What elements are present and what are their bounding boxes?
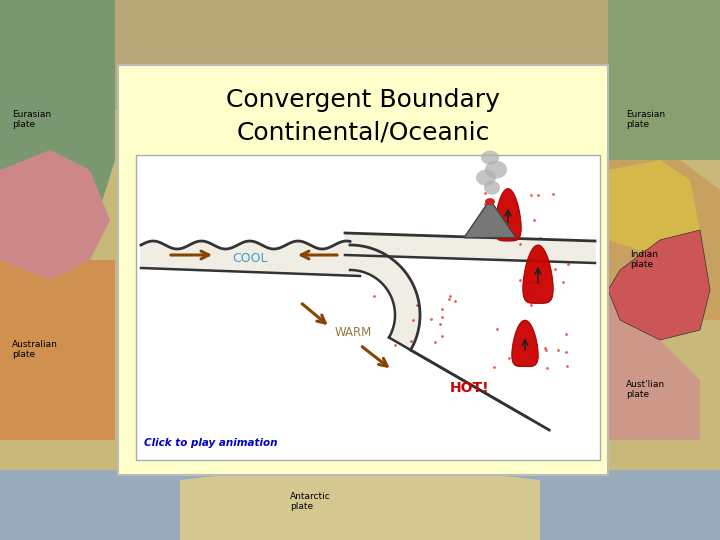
Point [526,301,537,309]
Point [557,278,568,286]
Point [541,363,552,372]
Point [528,216,540,225]
Point [561,330,572,339]
Point [436,305,448,313]
Polygon shape [345,233,595,263]
Point [434,319,446,328]
Point [503,354,515,363]
Point [405,336,417,345]
Polygon shape [0,470,720,540]
Polygon shape [0,0,720,110]
Polygon shape [608,160,720,320]
Point [531,353,543,361]
Polygon shape [389,338,549,430]
Point [552,346,564,355]
Point [503,212,514,220]
Text: Indian
plate: Indian plate [630,250,658,269]
Polygon shape [0,150,110,280]
Point [533,191,544,199]
Ellipse shape [484,181,500,194]
Text: WARM: WARM [335,326,372,339]
Polygon shape [608,160,700,260]
Point [523,277,534,286]
Point [389,340,400,349]
Text: Continental/Oceanic: Continental/Oceanic [236,120,490,144]
Ellipse shape [485,198,495,205]
Point [560,348,572,356]
Polygon shape [180,460,540,540]
Polygon shape [464,200,516,238]
Ellipse shape [485,160,507,179]
Point [540,345,552,354]
Point [539,344,550,353]
Point [425,315,436,323]
Text: Eurasian
plate: Eurasian plate [626,110,665,130]
Point [527,291,539,299]
Point [480,188,491,197]
Polygon shape [523,245,553,303]
Point [436,332,447,341]
Polygon shape [608,230,710,340]
Point [480,225,492,233]
Point [492,325,503,333]
Polygon shape [495,189,521,241]
Ellipse shape [476,170,496,186]
Point [534,233,546,242]
Point [368,292,379,300]
Point [534,278,545,287]
Point [515,275,526,284]
Text: Convergent Boundary: Convergent Boundary [226,88,500,112]
Point [562,362,573,370]
Text: Eurasian
plate: Eurasian plate [12,110,51,130]
Point [495,228,506,237]
Text: Australian
plate: Australian plate [12,340,58,360]
Point [549,265,561,273]
Point [536,261,548,270]
Point [562,260,574,268]
Point [527,278,539,287]
Point [542,266,554,274]
Point [443,295,454,303]
Point [509,352,521,360]
Polygon shape [0,0,115,440]
Point [411,301,423,310]
Point [534,280,546,289]
Text: Click to play animation: Click to play animation [144,438,277,448]
Point [449,297,460,306]
Text: COOL: COOL [232,253,268,266]
Polygon shape [141,241,360,276]
Text: Antarctic
plate: Antarctic plate [290,492,330,511]
Text: HOT!: HOT! [450,381,490,395]
Polygon shape [608,0,720,160]
Point [548,190,559,198]
Point [526,354,538,362]
FancyBboxPatch shape [118,65,608,475]
Point [525,191,536,199]
Point [407,315,418,324]
Point [535,251,546,259]
Point [512,208,523,217]
Ellipse shape [481,151,499,165]
Point [522,328,534,337]
FancyBboxPatch shape [136,155,600,460]
Point [436,313,447,321]
Point [429,338,441,346]
Text: Aust'lian
plate: Aust'lian plate [626,380,665,400]
Point [520,272,531,281]
Polygon shape [0,260,115,540]
Point [512,211,523,219]
Point [444,292,456,301]
Polygon shape [512,320,538,367]
Polygon shape [608,270,700,440]
Point [480,199,491,208]
Polygon shape [350,245,420,350]
Point [515,239,526,248]
Point [507,229,518,238]
Point [488,363,500,372]
